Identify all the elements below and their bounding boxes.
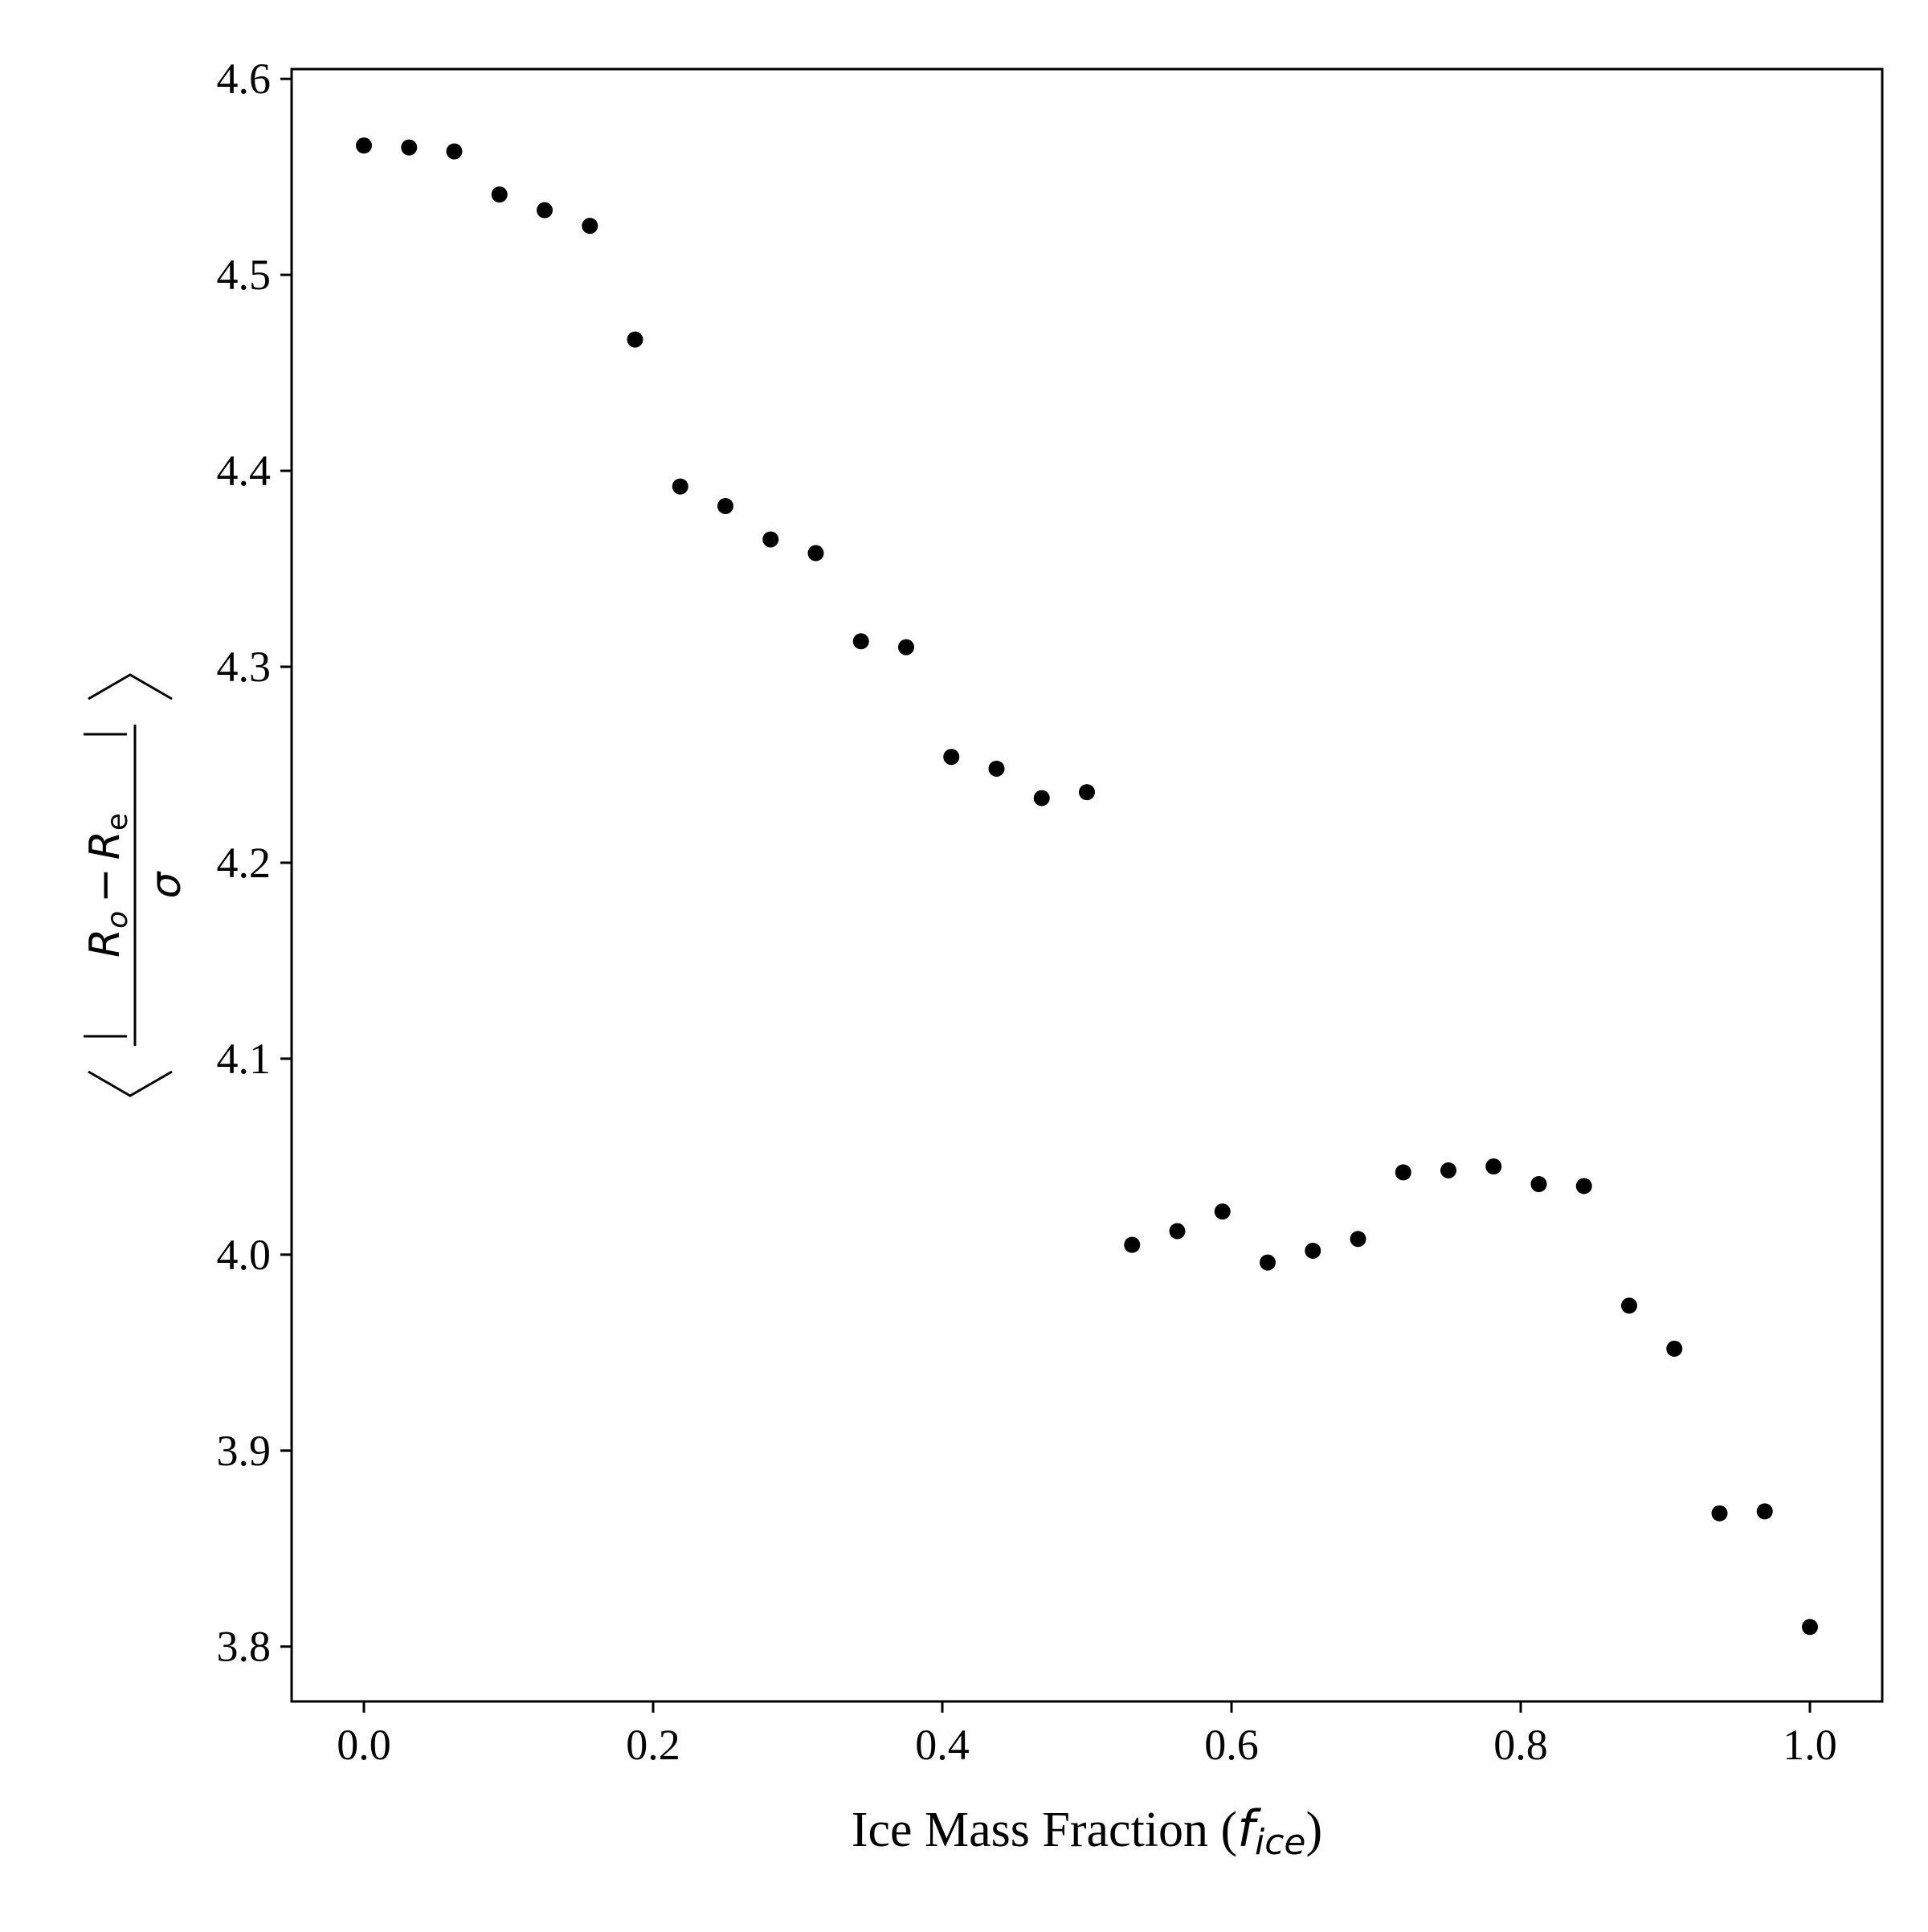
- y-tick-label: 4.1: [217, 1035, 272, 1083]
- data-point: [1124, 1236, 1141, 1253]
- data-point: [1485, 1158, 1502, 1175]
- y-tick-label: 3.9: [217, 1427, 272, 1475]
- x-tick-label: 1.0: [1783, 1721, 1837, 1769]
- x-tick-label: 0.2: [626, 1721, 680, 1769]
- y-tick-label: 3.8: [217, 1623, 272, 1671]
- data-point: [1079, 784, 1095, 801]
- data-point: [852, 633, 869, 650]
- y-tick-label: 4.6: [217, 55, 272, 103]
- data-point: [717, 497, 733, 514]
- svg-text:σ: σ: [142, 870, 190, 898]
- data-point: [1575, 1178, 1592, 1195]
- data-point: [1169, 1223, 1186, 1240]
- axis-ticks: 0.0 0.2 0.4 0.6 0.8 1.0 3.8 3.9 4.0 4.1 4.2 4.3 4.4 4…: [217, 55, 1837, 1769]
- x-tick-label: 0.8: [1493, 1721, 1548, 1769]
- y-tick-label: 4.3: [217, 643, 272, 691]
- data-point: [1802, 1619, 1818, 1636]
- data-point: [898, 639, 914, 656]
- data-point: [1350, 1231, 1366, 1248]
- data-point: [1530, 1176, 1547, 1193]
- data-point: [988, 760, 1005, 777]
- data-point: [1711, 1505, 1728, 1522]
- plot-frame: [290, 67, 1884, 1703]
- data-point: [762, 531, 779, 548]
- data-point: [943, 749, 960, 766]
- x-tick-label: 0.4: [915, 1721, 970, 1769]
- y-tick-label: 4.2: [217, 839, 272, 887]
- data-point: [1440, 1162, 1456, 1178]
- data-point: [1260, 1254, 1276, 1271]
- data-point: [627, 331, 643, 348]
- svg-text:Ro−Re: Ro−Re: [81, 813, 134, 958]
- data-point: [401, 139, 418, 156]
- y-tick-label: 4.5: [217, 251, 272, 299]
- x-tick-label: 0.6: [1204, 1721, 1259, 1769]
- y-axis-label: Ro−Re σ: [81, 673, 190, 1097]
- y-tick-label: 4.4: [217, 447, 272, 495]
- data-point: [1033, 790, 1050, 807]
- data-points: [356, 137, 1818, 1636]
- x-tick-label: 0.0: [337, 1721, 391, 1769]
- data-point: [807, 545, 824, 562]
- data-point: [491, 186, 508, 203]
- x-axis-label: Ice Mass Fraction (fice): [852, 1799, 1322, 1863]
- data-point: [582, 218, 598, 235]
- data-point: [1621, 1297, 1637, 1314]
- data-point: [1756, 1503, 1773, 1520]
- data-point: [1666, 1340, 1683, 1357]
- data-point: [1395, 1164, 1411, 1181]
- data-point: [356, 137, 372, 154]
- data-point: [672, 478, 688, 495]
- data-point: [1305, 1242, 1321, 1259]
- y-tick-label: 4.0: [217, 1231, 272, 1279]
- data-point: [1214, 1203, 1231, 1220]
- data-point: [446, 143, 463, 160]
- data-point: [537, 202, 553, 219]
